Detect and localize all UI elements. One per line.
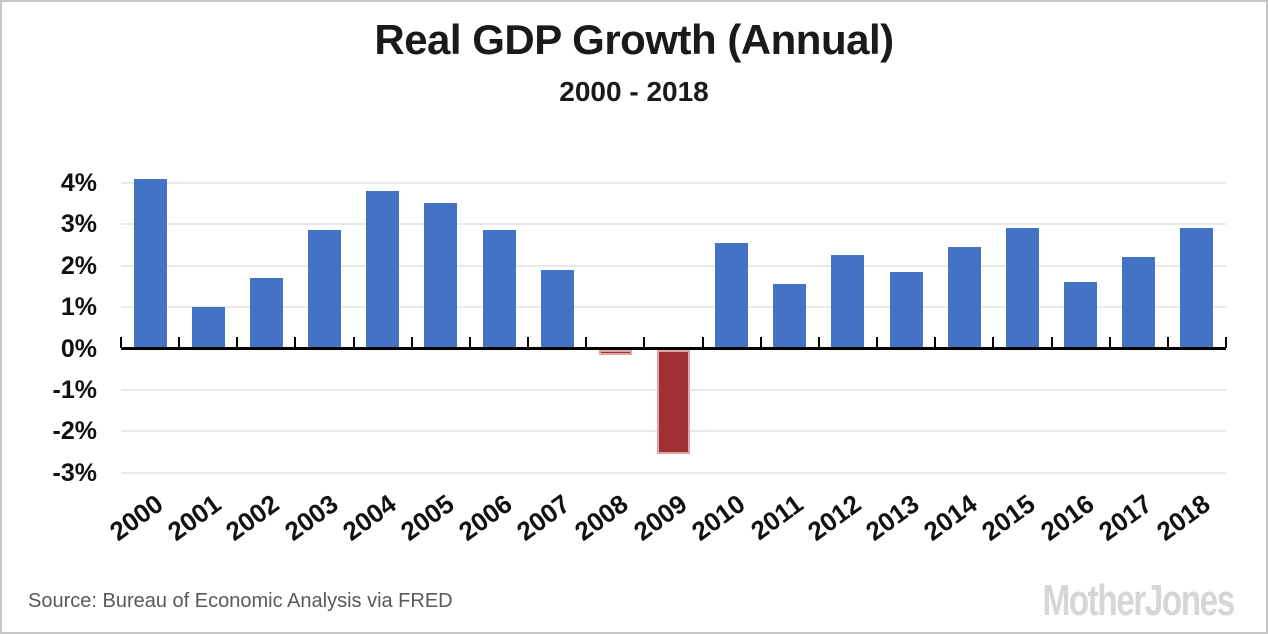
plot-area: 4% 3% 2% 1% 0% -1% -2% -3% 2000 2001 2002 2003 2004 2… [53,162,1227,547]
x-axis-tick [352,337,355,348]
bar-2018 [1180,228,1214,349]
bar-2008 [598,350,632,355]
bar-2010 [715,242,749,349]
x-axis-tick [992,337,995,348]
x-axis-category-label: 2004 [336,488,402,547]
x-axis-tick [585,337,588,348]
y-axis-tick-label: 1% [60,293,97,322]
chart-title: Real GDP Growth (Annual) [374,16,894,63]
mother-jones-logo: MotherJones [1042,576,1236,625]
bar-2015 [1005,228,1039,349]
source-note: Source: Bureau of Economic Analysis via … [28,590,453,612]
x-axis-tick [817,337,820,348]
bar-2012 [831,255,865,349]
x-axis-tick [294,337,297,348]
x-axis-category-label: 2000 [104,488,169,547]
x-axis-tick [120,337,122,348]
x-axis-category-label: 2001 [162,488,227,547]
gridline [121,471,1226,474]
x-axis-category-label: 2014 [918,488,983,547]
bar-2017 [1122,257,1156,349]
y-axis-tick-label: -3% [52,458,97,487]
chart-subtitle: 2000 - 2018 [559,76,709,107]
x-axis-tick [1108,337,1111,348]
y-axis-tick-label: -1% [52,375,97,404]
y-axis-tick-label: -2% [52,417,97,446]
x-axis-category-label: 2006 [453,488,518,547]
x-axis-category-label: 2013 [860,488,925,547]
x-axis-tick [410,337,413,348]
x-axis-tick [178,337,181,348]
x-axis-tick [876,337,879,348]
bar-2000 [133,178,167,349]
y-axis-tick-label: 3% [60,210,97,239]
x-axis-category-label: 2007 [511,488,576,547]
x-axis-category-label: 2005 [394,488,460,547]
x-axis-tick [527,337,530,348]
x-axis-tick [934,337,937,348]
y-axis-tick-label: 0% [60,334,97,363]
bar-2006 [482,230,516,349]
bar-2002 [249,278,283,349]
x-axis-tick [759,337,762,348]
x-axis-category-label: 2008 [569,488,634,547]
x-axis-tick [1166,337,1169,348]
bar-2005 [424,203,458,349]
x-axis-category-label: 2009 [627,488,692,547]
x-axis-category-label: 2016 [1034,488,1100,547]
x-axis-category-label: 2011 [745,488,809,546]
y-axis-tick-label: 2% [60,251,97,280]
x-axis-tick [701,337,704,348]
bar-2016 [1064,282,1098,349]
gridline [121,264,1226,267]
x-axis-tick [643,337,646,348]
bar-2011 [773,284,807,349]
bar-2009 [657,350,690,455]
bar-2003 [308,230,342,349]
gridline [121,223,1226,226]
gridline [121,306,1226,309]
x-axis-category-label: 2010 [685,488,751,547]
gridline [121,181,1226,184]
x-axis-category-label: 2015 [976,488,1041,547]
bar-2004 [366,190,400,349]
bar-2007 [540,269,574,349]
x-axis-tick [1225,337,1227,348]
x-axis-tick [468,337,471,348]
y-axis-tick-label: 4% [60,168,97,197]
bar-2013 [889,271,923,349]
x-axis-category-label: 2018 [1150,488,1216,547]
x-axis-category-label: 2003 [278,488,344,547]
x-axis-category-label: 2002 [220,488,285,547]
bar-2001 [191,307,225,349]
bar-2014 [947,246,981,349]
x-axis-tick [1050,337,1053,348]
x-axis-tick [236,337,239,348]
x-axis-line [121,347,1226,350]
x-axis-category-label: 2012 [801,488,867,547]
x-axis-category-label: 2017 [1092,488,1158,547]
